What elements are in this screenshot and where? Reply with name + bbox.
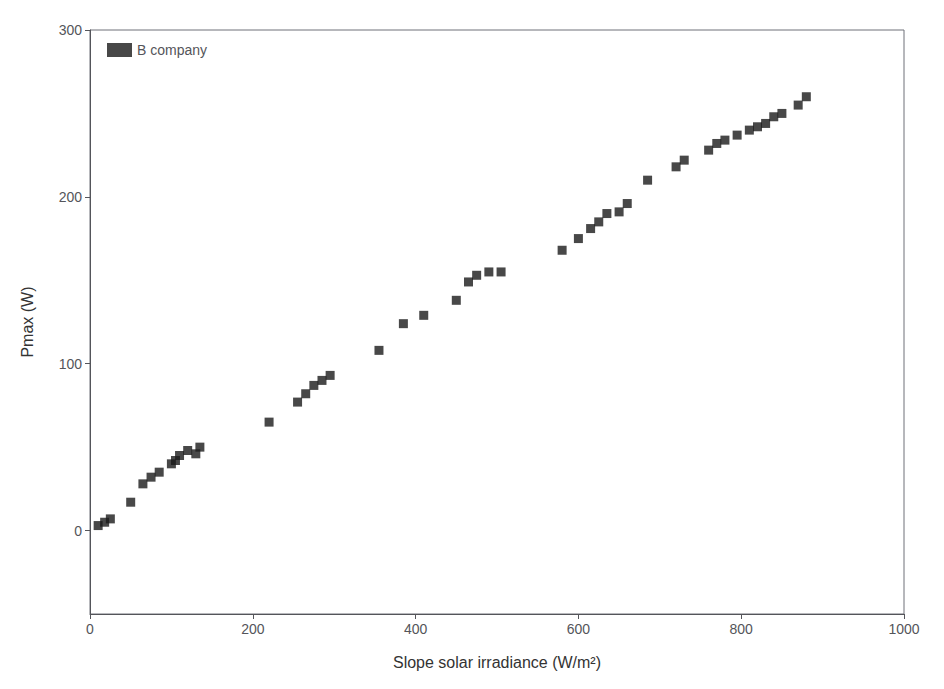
svg-text:400: 400 [404,621,428,637]
svg-text:Pmax (W): Pmax (W) [19,286,36,357]
svg-text:100: 100 [59,356,83,372]
svg-text:Slope solar irradiance (W/m²): Slope solar irradiance (W/m²) [393,654,601,671]
svg-text:200: 200 [241,621,265,637]
svg-text:B company: B company [137,42,207,58]
svg-text:600: 600 [567,621,591,637]
svg-text:800: 800 [730,621,754,637]
svg-text:1000: 1000 [888,621,919,637]
svg-text:300: 300 [59,22,83,38]
svg-text:200: 200 [59,189,83,205]
svg-text:0: 0 [74,523,82,539]
svg-text:0: 0 [86,621,94,637]
